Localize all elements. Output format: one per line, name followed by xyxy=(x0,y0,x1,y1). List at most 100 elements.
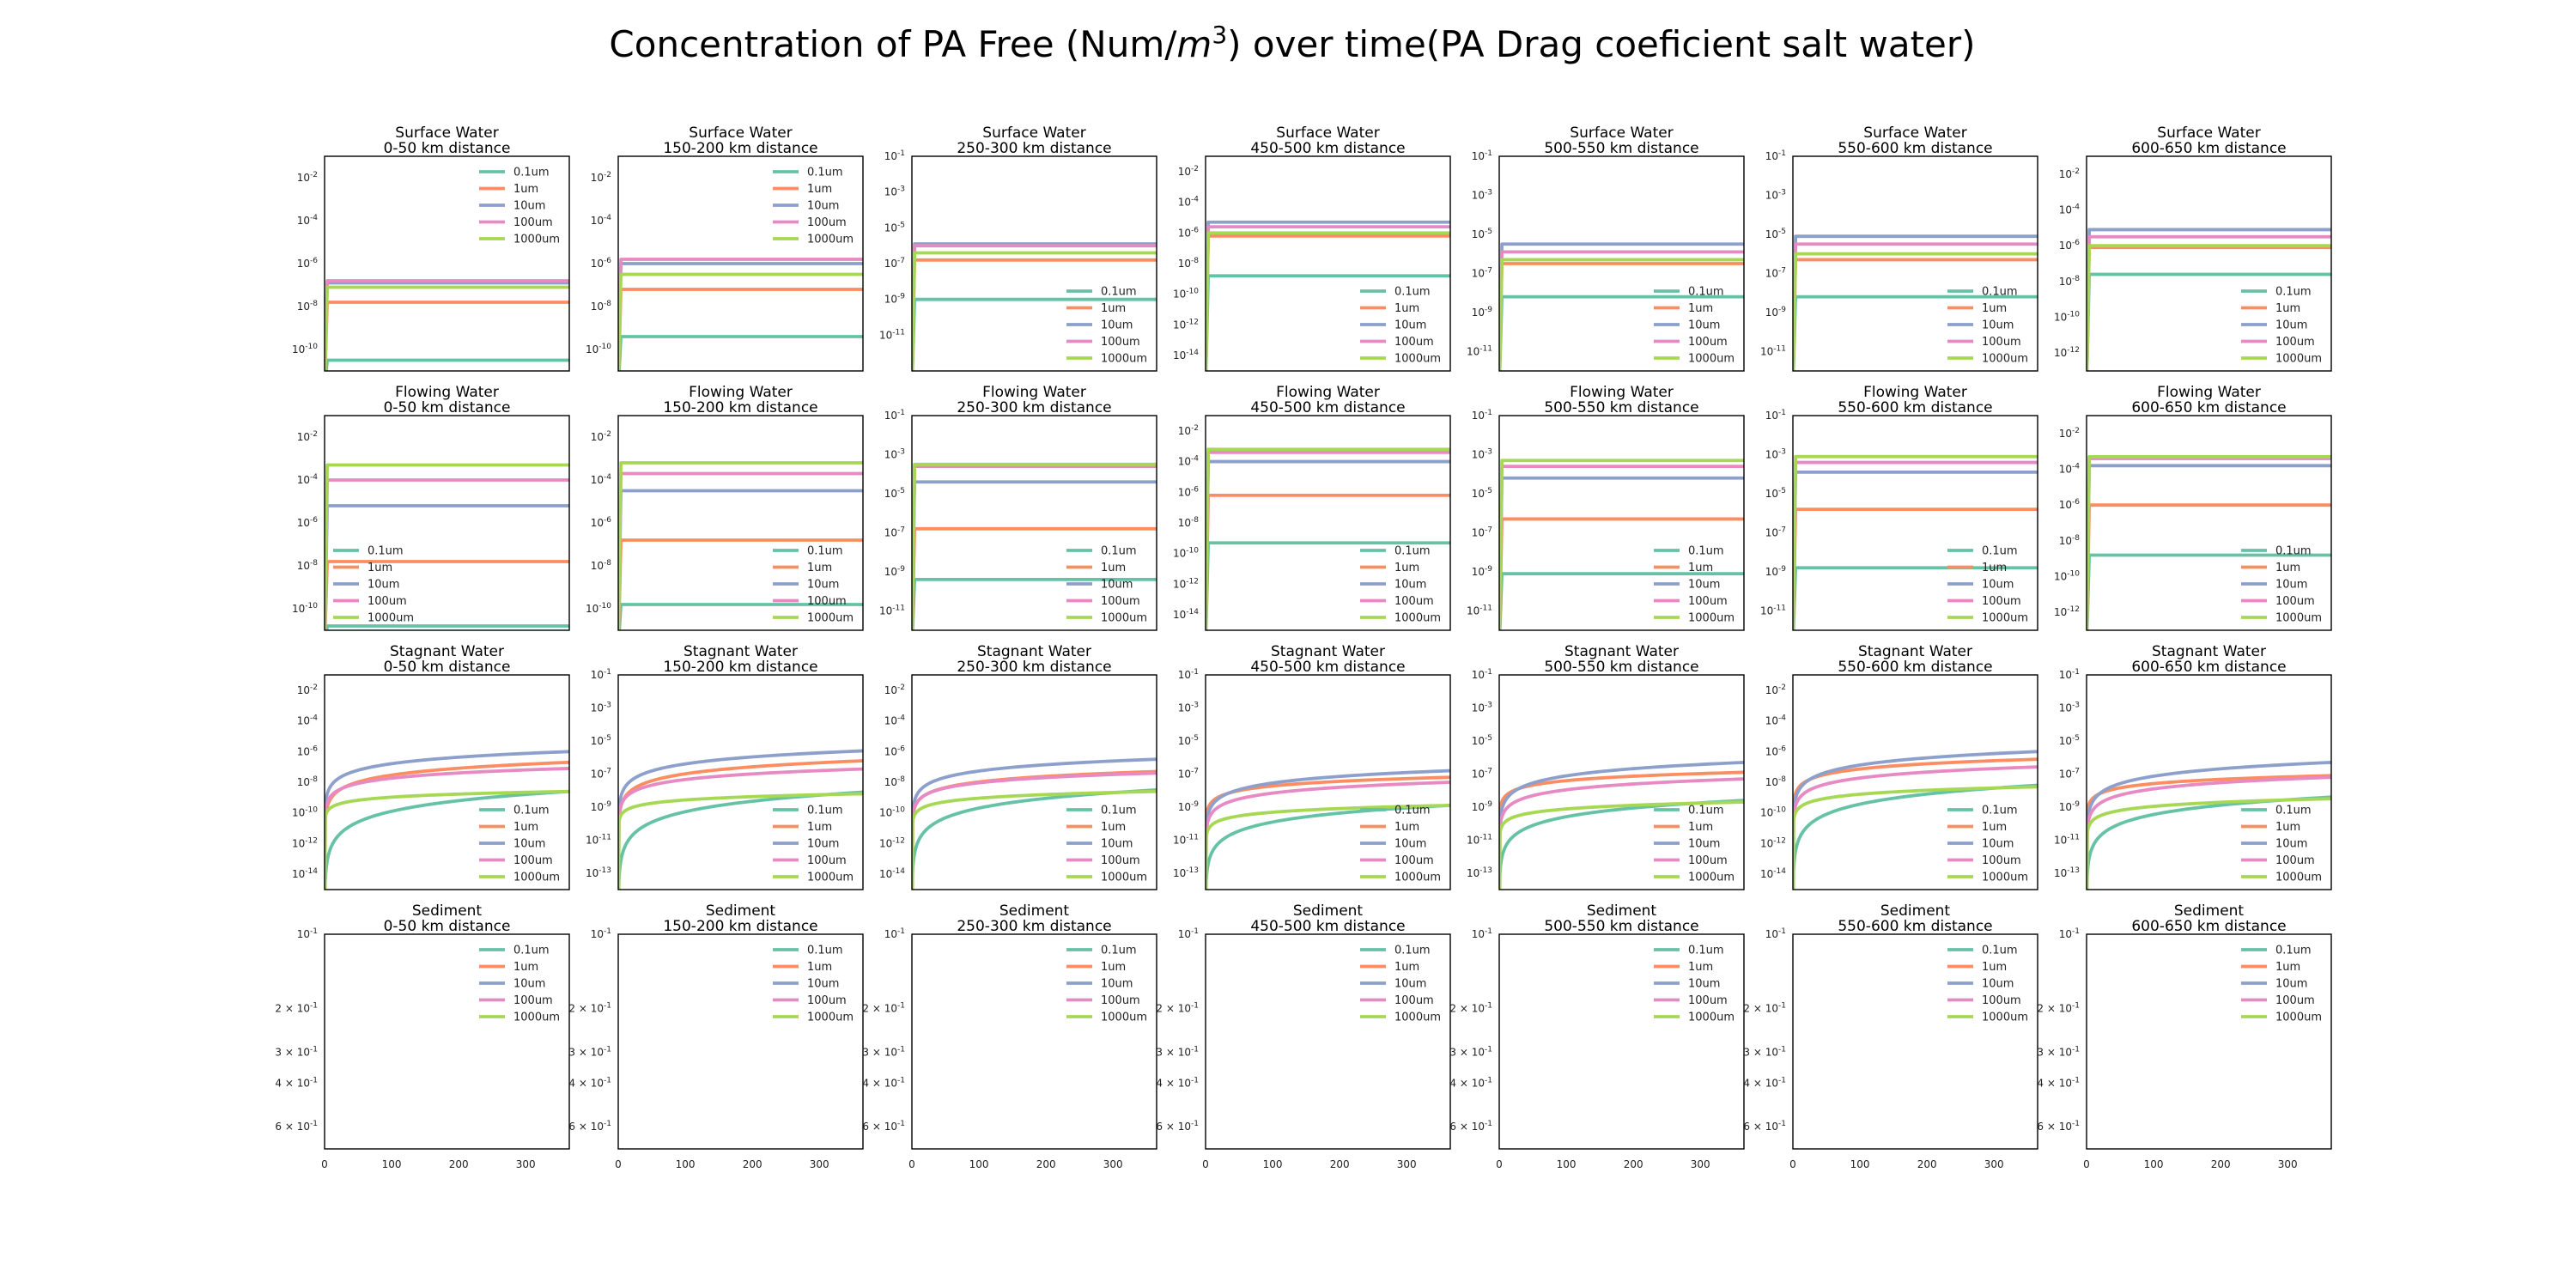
y-tick-exponent: -9 xyxy=(897,293,905,301)
y-tick-exponent: -1 xyxy=(310,1045,318,1054)
y-tick-label: 10-10 xyxy=(2054,570,2080,583)
y-tick-exponent: -8 xyxy=(310,559,318,568)
legend-label: 10um xyxy=(513,838,545,851)
legend-label: 1um xyxy=(1101,562,1126,574)
y-tick-label: 10-3 xyxy=(1178,701,1199,714)
plot-frame xyxy=(1498,674,1745,890)
y-tick-base: 10 xyxy=(297,684,310,696)
y-tick-label: 10-4 xyxy=(297,473,319,486)
y-tick-base: 10 xyxy=(2054,347,2067,359)
legend: 0.1um 1um 10um 100um 1000um xyxy=(2241,805,2322,884)
y-tick-base: 10 xyxy=(2059,669,2072,681)
y-tick-base: 10 xyxy=(884,488,897,500)
legend: 0.1um 1um 10um 100um 1000um xyxy=(333,545,414,625)
y-tick-label: 10-2 xyxy=(1178,424,1199,437)
y-tick-exponent: -9 xyxy=(1485,565,1492,574)
y-tick-exponent: -6 xyxy=(604,516,611,525)
panel-title-line2: 150-200 km distance xyxy=(663,140,817,157)
series-line-1000um xyxy=(1499,459,1744,630)
y-tick-label: 10-2 xyxy=(2059,167,2080,180)
legend: 0.1um 1um 10um 100um 1000um xyxy=(1947,545,2028,625)
legend: 0.1um 1um 10um 100um 1000um xyxy=(1066,545,1147,625)
y-tick-label: 2 × 10-1 xyxy=(1743,1002,1786,1015)
legend-label: 1000um xyxy=(2275,1012,2322,1024)
legend-label: 1um xyxy=(1101,302,1126,315)
y-tick-base: 10 xyxy=(591,431,604,443)
series-line-1000um xyxy=(2087,797,2331,890)
y-tick-label: 3 × 10-1 xyxy=(1743,1045,1786,1058)
legend: 0.1um 1um 10um 100um 1000um xyxy=(1066,945,1147,1024)
y-tick-label: 10-11 xyxy=(1467,344,1492,357)
y-tick-base: 10 xyxy=(1760,345,1773,357)
plot-frame xyxy=(1205,415,1451,631)
y-tick-exponent: -8 xyxy=(2072,275,2080,283)
legend-label: 100um xyxy=(2275,854,2315,867)
plot-frame xyxy=(1792,415,2038,631)
y-tick-label: 10-1 xyxy=(884,149,905,162)
series-line-1000um xyxy=(2087,244,2331,371)
y-tick-base: 10 xyxy=(879,868,892,880)
y-tick-base: 10 xyxy=(591,560,604,572)
series-line-0.1um xyxy=(1793,783,2038,890)
y-tick-label: 10-9 xyxy=(884,293,906,306)
y-tick-exponent: -13 xyxy=(1186,866,1199,875)
series-lines xyxy=(618,258,863,371)
y-tick-label: 10-12 xyxy=(292,836,318,849)
y-tick-label: 10-10 xyxy=(1173,547,1199,560)
series-line-100um xyxy=(1499,777,1744,890)
y-tick-exponent: -14 xyxy=(1773,867,1786,876)
y-tick-mantissa: 10 xyxy=(1472,928,1485,940)
y-tick-label: 10-7 xyxy=(2059,767,2080,780)
series-line-1000um xyxy=(1206,804,1450,890)
y-tick-base: 10 xyxy=(884,448,897,460)
series-line-0.1um xyxy=(325,358,569,371)
y-tick-exponent: -6 xyxy=(310,744,318,753)
y-tick-label: 10-14 xyxy=(1760,867,1786,880)
legend-label: 10um xyxy=(2275,579,2307,592)
legend-label: 1um xyxy=(1688,961,1713,974)
y-tick-base: 10 xyxy=(1765,150,1778,162)
y-tick-label: 3 × 10-1 xyxy=(1449,1045,1492,1058)
y-tick-label: 2 × 10-1 xyxy=(2037,1002,2080,1015)
series-lines xyxy=(1206,220,1450,371)
legend-label: 100um xyxy=(2275,994,2315,1007)
legend-label: 1000um xyxy=(368,612,414,625)
y-tick-label: 6 × 10-1 xyxy=(1156,1120,1199,1133)
panel-title-line1: Flowing Water xyxy=(1570,384,1674,401)
y-tick-label: 10-14 xyxy=(1173,349,1199,361)
y-tick-base: 10 xyxy=(884,776,897,788)
y-tick-label: 10-7 xyxy=(884,257,905,270)
y-tick-label: 4 × 10-1 xyxy=(1156,1076,1199,1089)
series-line-0.1um xyxy=(325,789,569,890)
y-tick-label: 10-1 xyxy=(297,927,318,940)
x-tick-label: 300 xyxy=(810,1158,829,1170)
legend-label: 1um xyxy=(1982,562,2007,574)
legend-label: 1000um xyxy=(807,234,854,246)
panel-title-line1: Sediment xyxy=(706,902,776,920)
y-tick-label: 10-14 xyxy=(1173,608,1199,621)
y-tick-exponent: -4 xyxy=(604,214,611,222)
y-tick-label: 4 × 10-1 xyxy=(2037,1076,2080,1089)
legend-label: 0.1um xyxy=(807,945,843,957)
y-tick-label: 2 × 10-1 xyxy=(275,1002,318,1015)
y-tick-base: 10 xyxy=(1765,776,1778,788)
panel-title-line1: Stagnant Water xyxy=(390,643,504,660)
y-tick-exponent: -1 xyxy=(1778,409,1786,417)
y-tick-label: 10-1 xyxy=(1178,668,1199,681)
y-tick-label: 6 × 10-1 xyxy=(862,1120,905,1133)
panel-title-line2: 450-500 km distance xyxy=(1250,140,1405,157)
y-tick-base: 10 xyxy=(1472,669,1485,681)
plot-frame xyxy=(1205,155,1451,372)
y-tick-label: 10-2 xyxy=(884,683,905,696)
y-tick-mantissa: 10 xyxy=(591,928,604,940)
panel-title-line1: Sediment xyxy=(412,902,483,920)
y-tick-label: 6 × 10-1 xyxy=(568,1120,611,1133)
y-tick-base: 10 xyxy=(586,867,598,879)
y-tick-exponent: -10 xyxy=(1773,806,1786,815)
panel-title-line1: Surface Water xyxy=(395,125,498,142)
panel-title-line1: Surface Water xyxy=(2157,125,2260,142)
legend-label: 1000um xyxy=(1101,872,1147,884)
